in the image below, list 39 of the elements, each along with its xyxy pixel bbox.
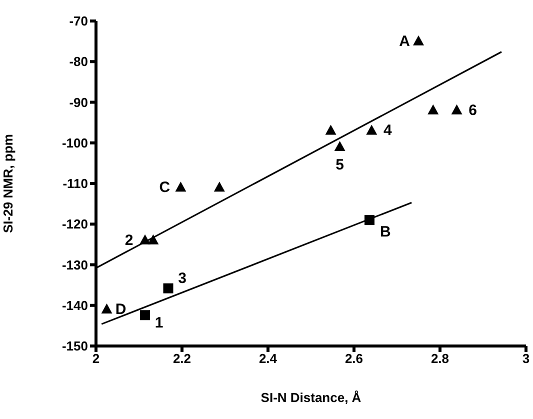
x-tick-label: 2.6 (344, 351, 364, 366)
point (163, 283, 174, 294)
point (101, 303, 112, 314)
y-tick-label: -150 (62, 338, 88, 354)
annotation: B (380, 224, 392, 241)
point (428, 104, 439, 114)
point (325, 124, 336, 135)
y-tick-label: -80 (69, 54, 88, 70)
y-axis-title: SI-29 NMR, ppm (0, 134, 16, 233)
y-tick-label: -90 (69, 94, 88, 110)
point (413, 35, 424, 46)
annotation: 2 (124, 232, 134, 249)
point (175, 182, 186, 192)
annotation: C (159, 179, 170, 196)
y-tick-label: -70 (69, 14, 88, 29)
point (214, 182, 225, 192)
annotation: 1 (154, 314, 164, 332)
annotation: 3 (178, 270, 186, 287)
x-axis-title: SI-N Distance, Å (260, 390, 362, 405)
annotation: 5 (336, 156, 344, 174)
annotation: D (115, 300, 126, 318)
x-tick-label: 2 (92, 351, 100, 366)
point (451, 104, 462, 114)
point (366, 124, 378, 135)
y-tick-label: -130 (62, 257, 88, 272)
x-tick-label: 2.4 (258, 351, 278, 366)
y-tick-label: -140 (62, 298, 88, 313)
y-tick-label: -120 (62, 216, 88, 232)
annotation: A (399, 32, 410, 50)
y-tick-label: -100 (62, 135, 88, 150)
y-tick-label: -110 (62, 176, 88, 192)
point (148, 234, 159, 244)
x-tick-label: 3 (522, 351, 530, 366)
annotation: 4 (383, 122, 392, 140)
annotation: 6 (468, 102, 477, 119)
x-tick-label: 2.2 (172, 351, 192, 366)
x-tick-label: 2.8 (430, 351, 450, 366)
point (140, 310, 150, 320)
point (334, 140, 346, 151)
